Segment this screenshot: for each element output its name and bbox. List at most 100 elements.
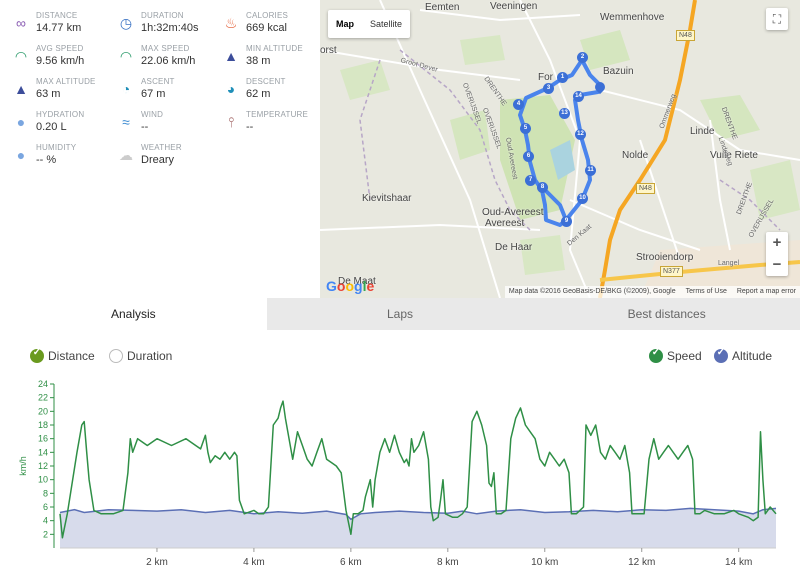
label-eemten: Eemten (425, 2, 460, 13)
route-marker[interactable]: 13 (559, 108, 570, 119)
label-nolde: Nolde (622, 150, 649, 161)
fullscreen-button[interactable]: ⛶ (766, 8, 788, 30)
label-avereest: Avereest (485, 218, 525, 229)
altitude-toggle[interactable]: ✓ Altitude (714, 347, 773, 364)
distance-toggle[interactable]: ✓ Distance (30, 347, 95, 364)
speed-line (59, 400, 777, 539)
road-shield-n48: N48 (676, 30, 695, 41)
y-tick-label: 6 (43, 502, 48, 512)
label-de-maat: De Maat (338, 276, 376, 287)
stat-avg-speed: ◠ AVG SPEED 9.56 km/h (0, 43, 105, 75)
tab-laps[interactable]: Laps (266, 298, 534, 330)
mountain-high-icon: ▲ (14, 81, 28, 97)
y-tick-label: 8 (43, 488, 48, 498)
x-tick-label: 10 km (531, 557, 558, 568)
altitude-area (60, 508, 776, 548)
stat-value: -- % (36, 154, 57, 166)
speed-toggle-label: Speed (667, 349, 702, 363)
map-canvas (320, 0, 800, 298)
ascent-icon: ◔ (121, 81, 131, 97)
stat-label: ASCENT (141, 77, 175, 86)
fullscreen-icon: ⛶ (772, 12, 782, 26)
y-tick-label: 20 (38, 406, 48, 416)
y-tick-label: 10 (38, 475, 48, 485)
route-marker[interactable]: 8 (537, 182, 548, 193)
terms-of-use-link[interactable]: Terms of Use (685, 288, 727, 295)
duration-toggle[interactable]: Duration (109, 348, 172, 364)
map-type-satellite-button[interactable]: Satellite (370, 19, 403, 29)
check-icon: ✓ (30, 347, 44, 363)
map-data-credit: Map data ©2016 GeoBasis-DE/BKG (©2009), … (508, 288, 676, 295)
flame-icon: ♨ (224, 15, 238, 31)
duration-toggle-label: Duration (127, 349, 173, 363)
x-tick-label: 12 km (628, 557, 655, 568)
route-marker[interactable]: 12 (575, 129, 586, 140)
stat-calories: ♨ CALORIES 669 kcal (210, 10, 315, 42)
route-marker[interactable]: 10 (577, 193, 588, 204)
y-tick-label: 16 (38, 434, 48, 444)
route-marker[interactable]: 3 (543, 83, 554, 94)
stat-temperature: ⫯ TEMPERATURE -- (210, 109, 315, 141)
report-map-error-link[interactable]: Report a map error (736, 288, 796, 295)
speed-toggle[interactable]: ✓ Speed (649, 347, 702, 364)
stat-distance: ∞ DISTANCE 14.77 km (0, 10, 105, 42)
stat-max-speed: ◠ MAX SPEED 22.06 km/h (105, 43, 210, 75)
route-marker[interactable]: 9 (561, 216, 572, 227)
route-marker[interactable]: 11 (585, 165, 596, 176)
check-icon: ✓ (649, 347, 663, 363)
y-axis-label: km/h (18, 456, 28, 476)
x-tick-label: 4 km (243, 557, 265, 568)
y-tick-label: 18 (38, 420, 48, 430)
stat-value: 22.06 km/h (141, 55, 196, 67)
label-bazuin: Bazuin (603, 66, 634, 77)
altitude-toggle-label: Altitude (732, 349, 773, 363)
stat-label: WIND (141, 110, 164, 119)
stat-label: WEATHER (141, 143, 182, 152)
route-marker[interactable]: 6 (523, 151, 534, 162)
route-marker[interactable]: 2 (577, 52, 588, 63)
stat-label: DISTANCE (36, 11, 78, 20)
speedometer-icon: ◠ (14, 48, 28, 64)
wind-icon: ≈ (122, 114, 130, 130)
stat-value: 9.56 km/h (36, 55, 85, 67)
thermometer-icon: ⫯ (227, 114, 235, 130)
y-tick-label: 14 (38, 447, 48, 457)
label-de-haar: De Haar (495, 242, 533, 253)
route-map[interactable]: Veeningen Wemmenhove Bazuin Linde Nolde Vuile… (320, 0, 800, 298)
route-marker[interactable]: 4 (513, 99, 524, 110)
label-kievitshaar: Kievitshaar (362, 193, 412, 204)
zoom-in-button[interactable]: + (772, 234, 782, 251)
map-type-map-button[interactable]: Map (336, 19, 354, 29)
tab-analysis[interactable]: Analysis (0, 298, 267, 330)
stat-value: Dreary (141, 154, 175, 166)
stat-descent: ◕ DESCENT 62 m (210, 76, 315, 108)
stat-label: DESCENT (246, 77, 286, 86)
route-marker[interactable]: 14 (573, 91, 584, 102)
stat-value: 1h:32m:40s (141, 22, 199, 34)
label-veeningen: Veeningen (490, 1, 538, 12)
stat-value: 14.77 km (36, 22, 82, 34)
tab-best-distances[interactable]: Best distances (533, 298, 800, 330)
stat-max-altitude: ▲ MAX ALTITUDE 63 m (0, 76, 105, 108)
stat-value: 38 m (246, 55, 271, 67)
google-logo[interactable]: Google (326, 278, 375, 294)
zoom-out-button[interactable]: − (772, 256, 782, 273)
route-marker[interactable]: 7 (525, 175, 536, 186)
analysis-panel: ✓ Distance Duration ✓ Speed ✓ Altitude 2… (0, 330, 800, 579)
distance-toggle-label: Distance (48, 349, 95, 363)
label-oud-avereest: Oud-Avereest (482, 207, 544, 218)
label-wemmenhove: Wemmenhove (600, 12, 665, 23)
label-vuile-riete: Vuile Riete (710, 150, 758, 161)
label-fort: For (538, 72, 553, 83)
stat-weather: ☁ WEATHER Dreary (105, 142, 210, 174)
stat-label: MAX ALTITUDE (36, 77, 96, 86)
stat-min-altitude: ▲ MIN ALTITUDE 38 m (210, 43, 315, 75)
route-marker[interactable]: 5 (520, 123, 531, 134)
route-icon: ∞ (16, 15, 26, 31)
stat-duration: ◷ DURATION 1h:32m:40s (105, 10, 210, 42)
route-marker[interactable]: 1 (557, 72, 568, 83)
speedometer-max-icon: ◠ (119, 48, 133, 64)
water-drops-icon: ● (16, 114, 26, 130)
